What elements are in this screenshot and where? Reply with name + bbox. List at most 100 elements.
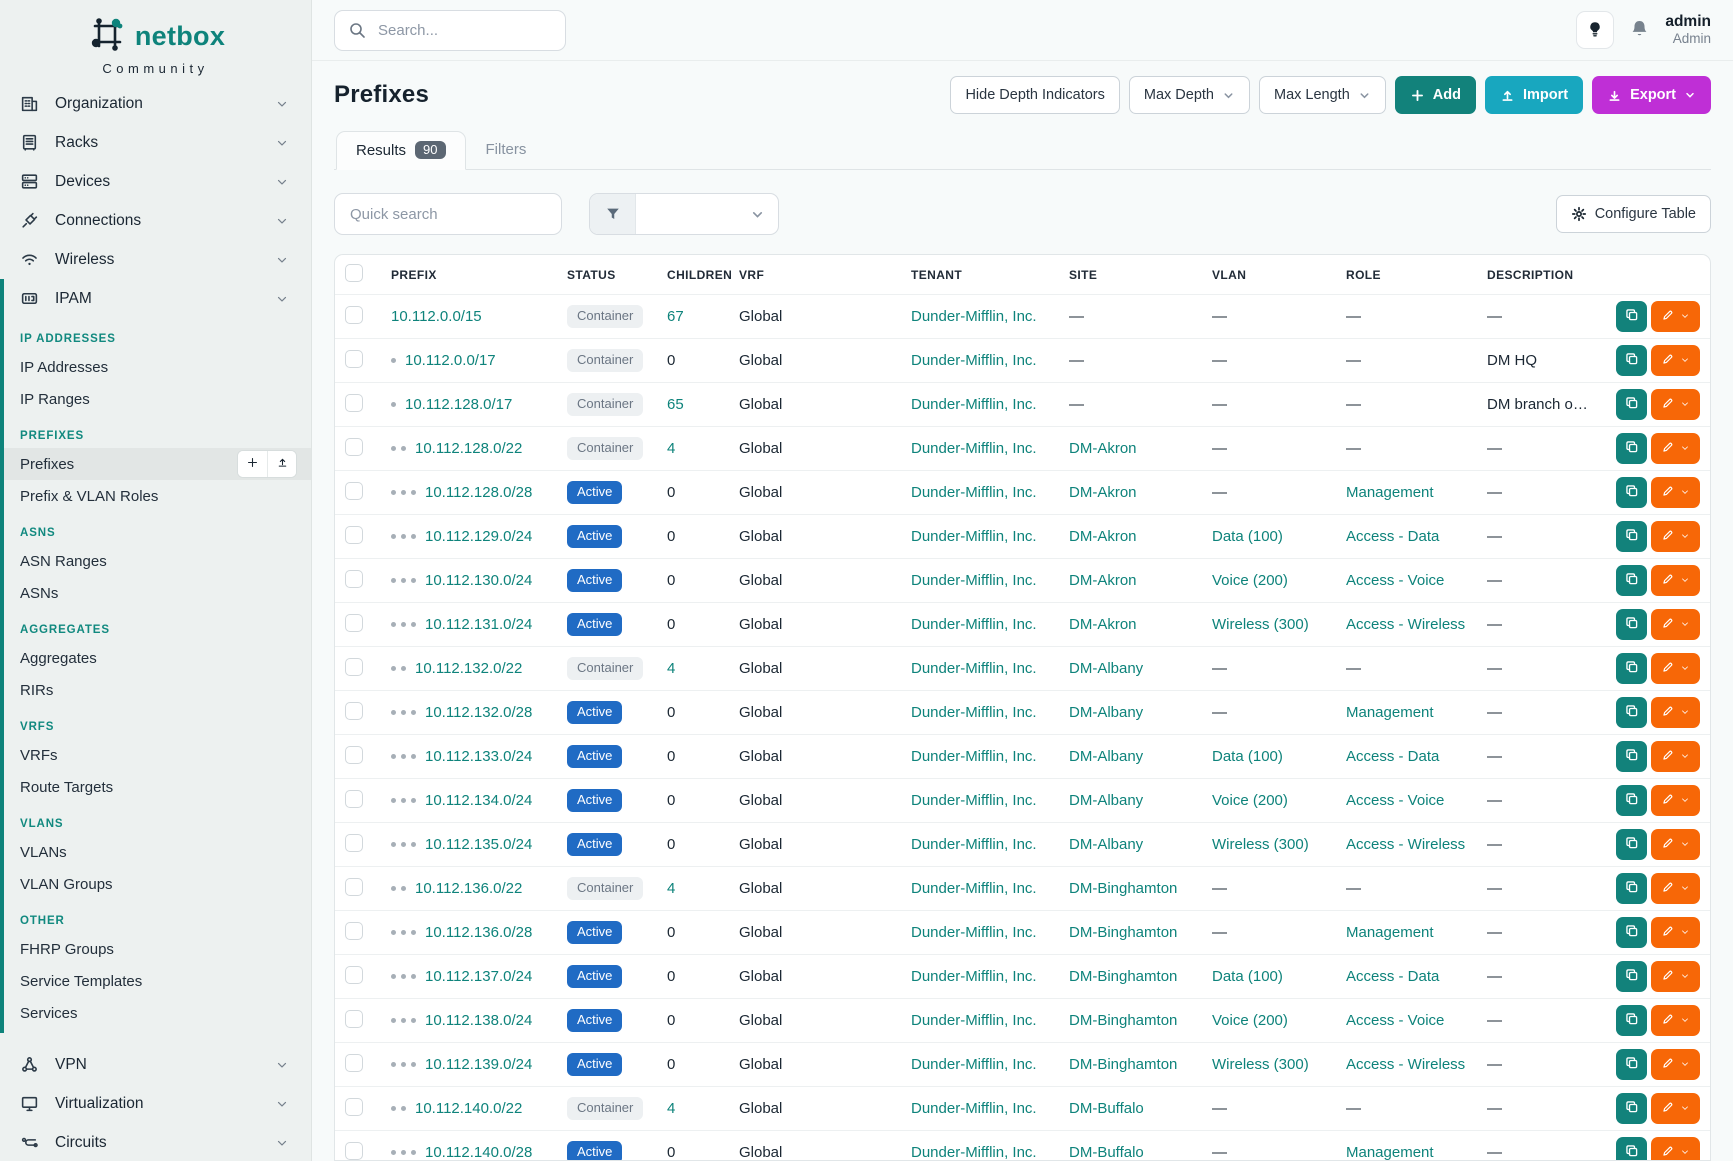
max-depth-dropdown[interactable]: Max Depth: [1128, 76, 1250, 114]
edit-button[interactable]: [1651, 1093, 1700, 1124]
prefix-link[interactable]: 10.112.139.0/24: [425, 1056, 533, 1073]
sidebar-item-vlan-groups[interactable]: VLAN Groups: [20, 875, 113, 893]
column-header-role[interactable]: ROLE: [1346, 267, 1381, 282]
prefix-link[interactable]: 10.112.133.0/24: [425, 748, 533, 765]
prefix-link[interactable]: 10.112.136.0/28: [425, 924, 533, 941]
clone-button[interactable]: [1616, 697, 1647, 728]
global-search-input[interactable]: [376, 20, 552, 40]
column-header-site[interactable]: SITE: [1069, 267, 1098, 282]
sidebar-item-services[interactable]: Services: [20, 1004, 78, 1022]
sidebar-item-vrfs[interactable]: VRFs: [20, 746, 58, 764]
row-checkbox[interactable]: [345, 701, 363, 720]
clone-button[interactable]: [1616, 785, 1647, 816]
sidebar-item-vlans[interactable]: VLANs: [20, 843, 67, 861]
column-header-description[interactable]: DESCRIPTION: [1487, 267, 1574, 282]
clone-button[interactable]: [1616, 1137, 1647, 1160]
column-header-tenant[interactable]: TENANT: [911, 267, 963, 282]
configure-table-button[interactable]: Configure Table: [1555, 195, 1711, 233]
edit-button[interactable]: [1651, 653, 1700, 684]
tenant-link[interactable]: Dunder-Mifflin, Inc.: [911, 880, 1037, 897]
tenant-link[interactable]: Dunder-Mifflin, Inc.: [911, 440, 1037, 457]
edit-button[interactable]: [1651, 785, 1700, 816]
column-header-vlan[interactable]: VLAN: [1212, 267, 1247, 282]
clone-button[interactable]: [1616, 741, 1647, 772]
sidebar-item-connections[interactable]: Connections: [0, 201, 311, 240]
row-checkbox[interactable]: [345, 525, 363, 544]
edit-button[interactable]: [1651, 873, 1700, 904]
prefix-link[interactable]: 10.112.140.0/28: [425, 1144, 533, 1161]
sidebar-item-asns[interactable]: ASNs: [20, 584, 59, 602]
tenant-link[interactable]: Dunder-Mifflin, Inc.: [911, 704, 1037, 721]
user-menu[interactable]: admin Admin: [1665, 12, 1711, 48]
prefix-link[interactable]: 10.112.138.0/24: [425, 1012, 533, 1029]
edit-button[interactable]: [1651, 829, 1700, 860]
max-length-dropdown[interactable]: Max Length: [1259, 76, 1386, 114]
hide-depth-indicators-button[interactable]: Hide Depth Indicators: [950, 76, 1120, 114]
sidebar-item-service-templates[interactable]: Service Templates: [20, 972, 143, 990]
tenant-link[interactable]: Dunder-Mifflin, Inc.: [911, 1100, 1037, 1117]
tenant-link[interactable]: Dunder-Mifflin, Inc.: [911, 528, 1037, 545]
prefix-link[interactable]: 10.112.132.0/22: [415, 660, 523, 677]
row-checkbox[interactable]: [345, 1053, 363, 1072]
row-checkbox[interactable]: [345, 393, 363, 412]
clone-button[interactable]: [1616, 1093, 1647, 1124]
tenant-link[interactable]: Dunder-Mifflin, Inc.: [911, 352, 1037, 369]
edit-button[interactable]: [1651, 917, 1700, 948]
prefix-link[interactable]: 10.112.140.0/22: [415, 1100, 523, 1117]
row-checkbox[interactable]: [345, 657, 363, 676]
row-checkbox[interactable]: [345, 305, 363, 324]
prefix-link[interactable]: 10.112.128.0/22: [415, 440, 523, 457]
prefix-link[interactable]: 10.112.129.0/24: [425, 528, 533, 545]
clone-button[interactable]: [1616, 873, 1647, 904]
row-checkbox[interactable]: [345, 877, 363, 896]
row-checkbox[interactable]: [345, 1141, 363, 1160]
sidebar-item-ipam[interactable]: IPAM: [4, 279, 311, 318]
edit-button[interactable]: [1651, 433, 1700, 464]
import-button[interactable]: Import: [1484, 76, 1584, 114]
edit-button[interactable]: [1651, 1137, 1700, 1160]
edit-button[interactable]: [1651, 521, 1700, 552]
global-search[interactable]: [334, 9, 566, 51]
prefix-link[interactable]: 10.112.128.0/17: [405, 396, 513, 413]
edit-button[interactable]: [1651, 1049, 1700, 1080]
column-header-prefix[interactable]: PREFIX: [391, 267, 437, 282]
sidebar-item-route-targets[interactable]: Route Targets: [20, 778, 114, 796]
quick-import-button[interactable]: [267, 451, 296, 477]
tab-results[interactable]: Results 90: [336, 131, 466, 170]
clone-button[interactable]: [1616, 521, 1647, 552]
row-checkbox[interactable]: [345, 745, 363, 764]
clone-button[interactable]: [1616, 301, 1647, 332]
sidebar-item-organization[interactable]: Organization: [0, 84, 311, 123]
sidebar-item-ip-addresses[interactable]: IP Addresses: [20, 358, 109, 376]
prefix-link[interactable]: 10.112.130.0/24: [425, 572, 533, 589]
sidebar-item-ip-ranges[interactable]: IP Ranges: [20, 390, 90, 408]
row-checkbox[interactable]: [345, 481, 363, 500]
edit-button[interactable]: [1651, 741, 1700, 772]
prefix-link[interactable]: 10.112.132.0/28: [425, 704, 533, 721]
edit-button[interactable]: [1651, 697, 1700, 728]
clone-button[interactable]: [1616, 477, 1647, 508]
sidebar-item-prefixes[interactable]: Prefixes: [4, 448, 311, 480]
clone-button[interactable]: [1616, 609, 1647, 640]
add-button[interactable]: Add: [1394, 76, 1476, 114]
prefix-link[interactable]: 10.112.136.0/22: [415, 880, 523, 897]
tenant-link[interactable]: Dunder-Mifflin, Inc.: [911, 308, 1037, 325]
tenant-link[interactable]: Dunder-Mifflin, Inc.: [911, 924, 1037, 941]
export-dropdown[interactable]: Export: [1592, 76, 1711, 114]
row-checkbox[interactable]: [345, 965, 363, 984]
edit-button[interactable]: [1651, 1005, 1700, 1036]
tenant-link[interactable]: Dunder-Mifflin, Inc.: [911, 616, 1037, 633]
prefix-link[interactable]: 10.112.0.0/15: [391, 308, 482, 325]
tenant-link[interactable]: Dunder-Mifflin, Inc.: [911, 1012, 1037, 1029]
edit-button[interactable]: [1651, 477, 1700, 508]
prefix-link[interactable]: 10.112.0.0/17: [405, 352, 496, 369]
tenant-link[interactable]: Dunder-Mifflin, Inc.: [911, 836, 1037, 853]
edit-button[interactable]: [1651, 389, 1700, 420]
tenant-link[interactable]: Dunder-Mifflin, Inc.: [911, 484, 1037, 501]
select-all-checkbox[interactable]: [345, 263, 363, 282]
sidebar-item-racks[interactable]: Racks: [0, 123, 311, 162]
clone-button[interactable]: [1616, 345, 1647, 376]
row-checkbox[interactable]: [345, 613, 363, 632]
quick-add-button[interactable]: [238, 451, 267, 477]
row-checkbox[interactable]: [345, 833, 363, 852]
